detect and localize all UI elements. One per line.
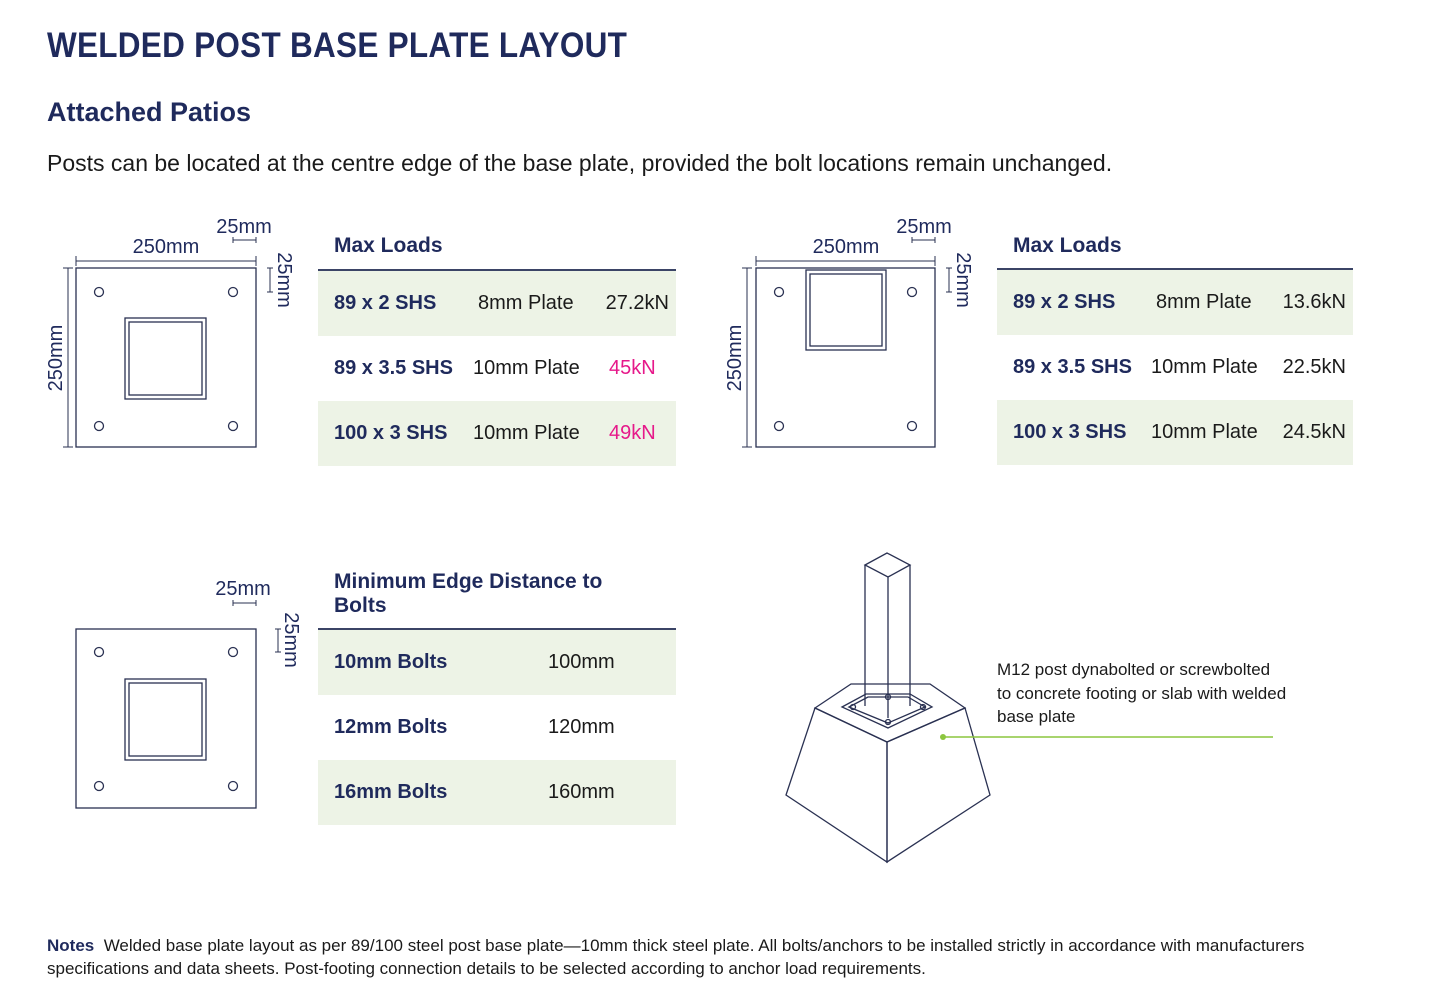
shape	[75, 628, 257, 809]
row: 10mm Bolts 100mm	[318, 630, 676, 695]
intro: Posts can be located at the centre edge …	[47, 150, 1113, 176]
dim-label: 250mm	[45, 325, 67, 392]
title: WELDED POST BASE PLATE LAYOUT	[47, 26, 628, 65]
shape	[93, 420, 105, 432]
cell: 89 x 3.5 SHS	[1013, 356, 1132, 378]
shape	[884, 693, 892, 701]
shape	[124, 678, 207, 761]
cell: 22.5kN	[1282, 356, 1346, 378]
shape	[93, 780, 105, 792]
cell: 10mm Bolts	[334, 651, 448, 673]
cell: 89 x 2 SHS	[334, 292, 437, 314]
footing-drawing	[785, 552, 991, 864]
table-heading: Max Loads	[334, 234, 443, 257]
shape	[227, 420, 239, 432]
cell: 89 x 3.5 SHS	[334, 357, 453, 379]
table-heading: Max Loads	[1013, 234, 1122, 257]
shape	[93, 646, 105, 658]
cell: 8mm Plate	[1156, 291, 1252, 313]
plate-diagram: 250mm 25mm 25mm 250mm	[45, 216, 295, 448]
shape	[849, 703, 857, 711]
cell: 24.5kN	[1282, 421, 1346, 443]
shape	[785, 707, 888, 864]
shape	[805, 269, 887, 351]
load-table: Max Loads 89 x 2 SHS 8mm Plate 27.2kN 89 x…	[318, 232, 676, 466]
cell: 10mm Plate	[1151, 421, 1258, 443]
shape	[773, 286, 785, 298]
row: 100 x 3 SHS 10mm Plate 49kN	[318, 401, 676, 466]
shape	[919, 703, 927, 711]
row: 12mm Bolts 120mm	[318, 695, 676, 760]
shape	[906, 286, 918, 298]
row: 89 x 3.5 SHS 10mm Plate 45kN	[318, 336, 676, 401]
dim-label: 25mm	[952, 252, 974, 308]
cell: 10mm Plate	[473, 357, 580, 379]
cell: 120mm	[548, 716, 615, 738]
shape	[128, 682, 203, 757]
shape	[863, 552, 912, 578]
notes-text: Welded base plate layout as per 89/100 s…	[47, 936, 1305, 978]
rule	[318, 269, 676, 271]
shape	[755, 267, 936, 448]
dim-label: 25mm	[273, 252, 295, 308]
row: 89 x 2 SHS 8mm Plate 27.2kN	[318, 271, 676, 336]
plate-diagram: 25mm 25mm	[75, 578, 302, 809]
shape	[128, 321, 203, 396]
cell: 12mm Bolts	[334, 716, 448, 738]
cell: 8mm Plate	[478, 292, 574, 314]
rule	[997, 268, 1353, 270]
cell: 45kN	[609, 357, 656, 379]
shape	[93, 286, 105, 298]
subtitle: Attached Patios	[47, 97, 252, 127]
bolt-table: Minimum Edge Distance to Bolts 10mm Bolt…	[318, 570, 676, 826]
dim-label: 250mm	[813, 236, 880, 258]
shape	[227, 286, 239, 298]
notes: Notes Welded base plate layout as per 89…	[47, 934, 1377, 980]
shape	[227, 646, 239, 658]
row: 89 x 3.5 SHS 10mm Plate 22.5kN	[997, 335, 1353, 400]
dim-label: 250mm	[724, 325, 746, 392]
cell: 100 x 3 SHS	[1013, 421, 1127, 443]
cell: 160mm	[548, 781, 615, 803]
dim-label: 25mm	[216, 216, 272, 238]
rule	[318, 628, 676, 630]
dim-label: 25mm	[215, 578, 271, 600]
cell: 27.2kN	[605, 292, 669, 314]
shape	[124, 317, 207, 400]
shape	[813, 683, 967, 743]
cell: 100mm	[548, 651, 615, 673]
table-heading: Minimum Edge Distance to Bolts	[334, 570, 603, 617]
row: 100 x 3 SHS 10mm Plate 24.5kN	[997, 400, 1353, 465]
cell: 100 x 3 SHS	[334, 422, 448, 444]
callout: M12 post dynabolted or screwbolted to co…	[997, 660, 1287, 726]
shape	[886, 707, 991, 864]
shape	[840, 693, 934, 729]
row: 16mm Bolts 160mm	[318, 760, 676, 825]
cell: 49kN	[609, 422, 656, 444]
cell: 16mm Bolts	[334, 781, 448, 803]
dim-label: 250mm	[133, 236, 200, 258]
shape	[809, 273, 883, 347]
shape	[227, 780, 239, 792]
cell: 10mm Plate	[473, 422, 580, 444]
load-table: Max Loads 89 x 2 SHS 8mm Plate 13.6kN 89 x…	[997, 232, 1353, 466]
callout-dot	[940, 734, 946, 740]
cell: 13.6kN	[1282, 291, 1346, 313]
notes-label: Notes	[47, 936, 95, 955]
shape	[75, 267, 257, 448]
cell: 10mm Plate	[1151, 356, 1258, 378]
dim-label: 25mm	[280, 612, 302, 668]
shape	[906, 420, 918, 432]
plate-diagram: 250mm 25mm 25mm 250mm	[724, 216, 974, 448]
shape	[773, 420, 785, 432]
shape	[884, 718, 892, 726]
dim-label: 25mm	[896, 216, 952, 238]
cell: 89 x 2 SHS	[1013, 291, 1116, 313]
row: 89 x 2 SHS 8mm Plate 13.6kN	[997, 270, 1353, 335]
